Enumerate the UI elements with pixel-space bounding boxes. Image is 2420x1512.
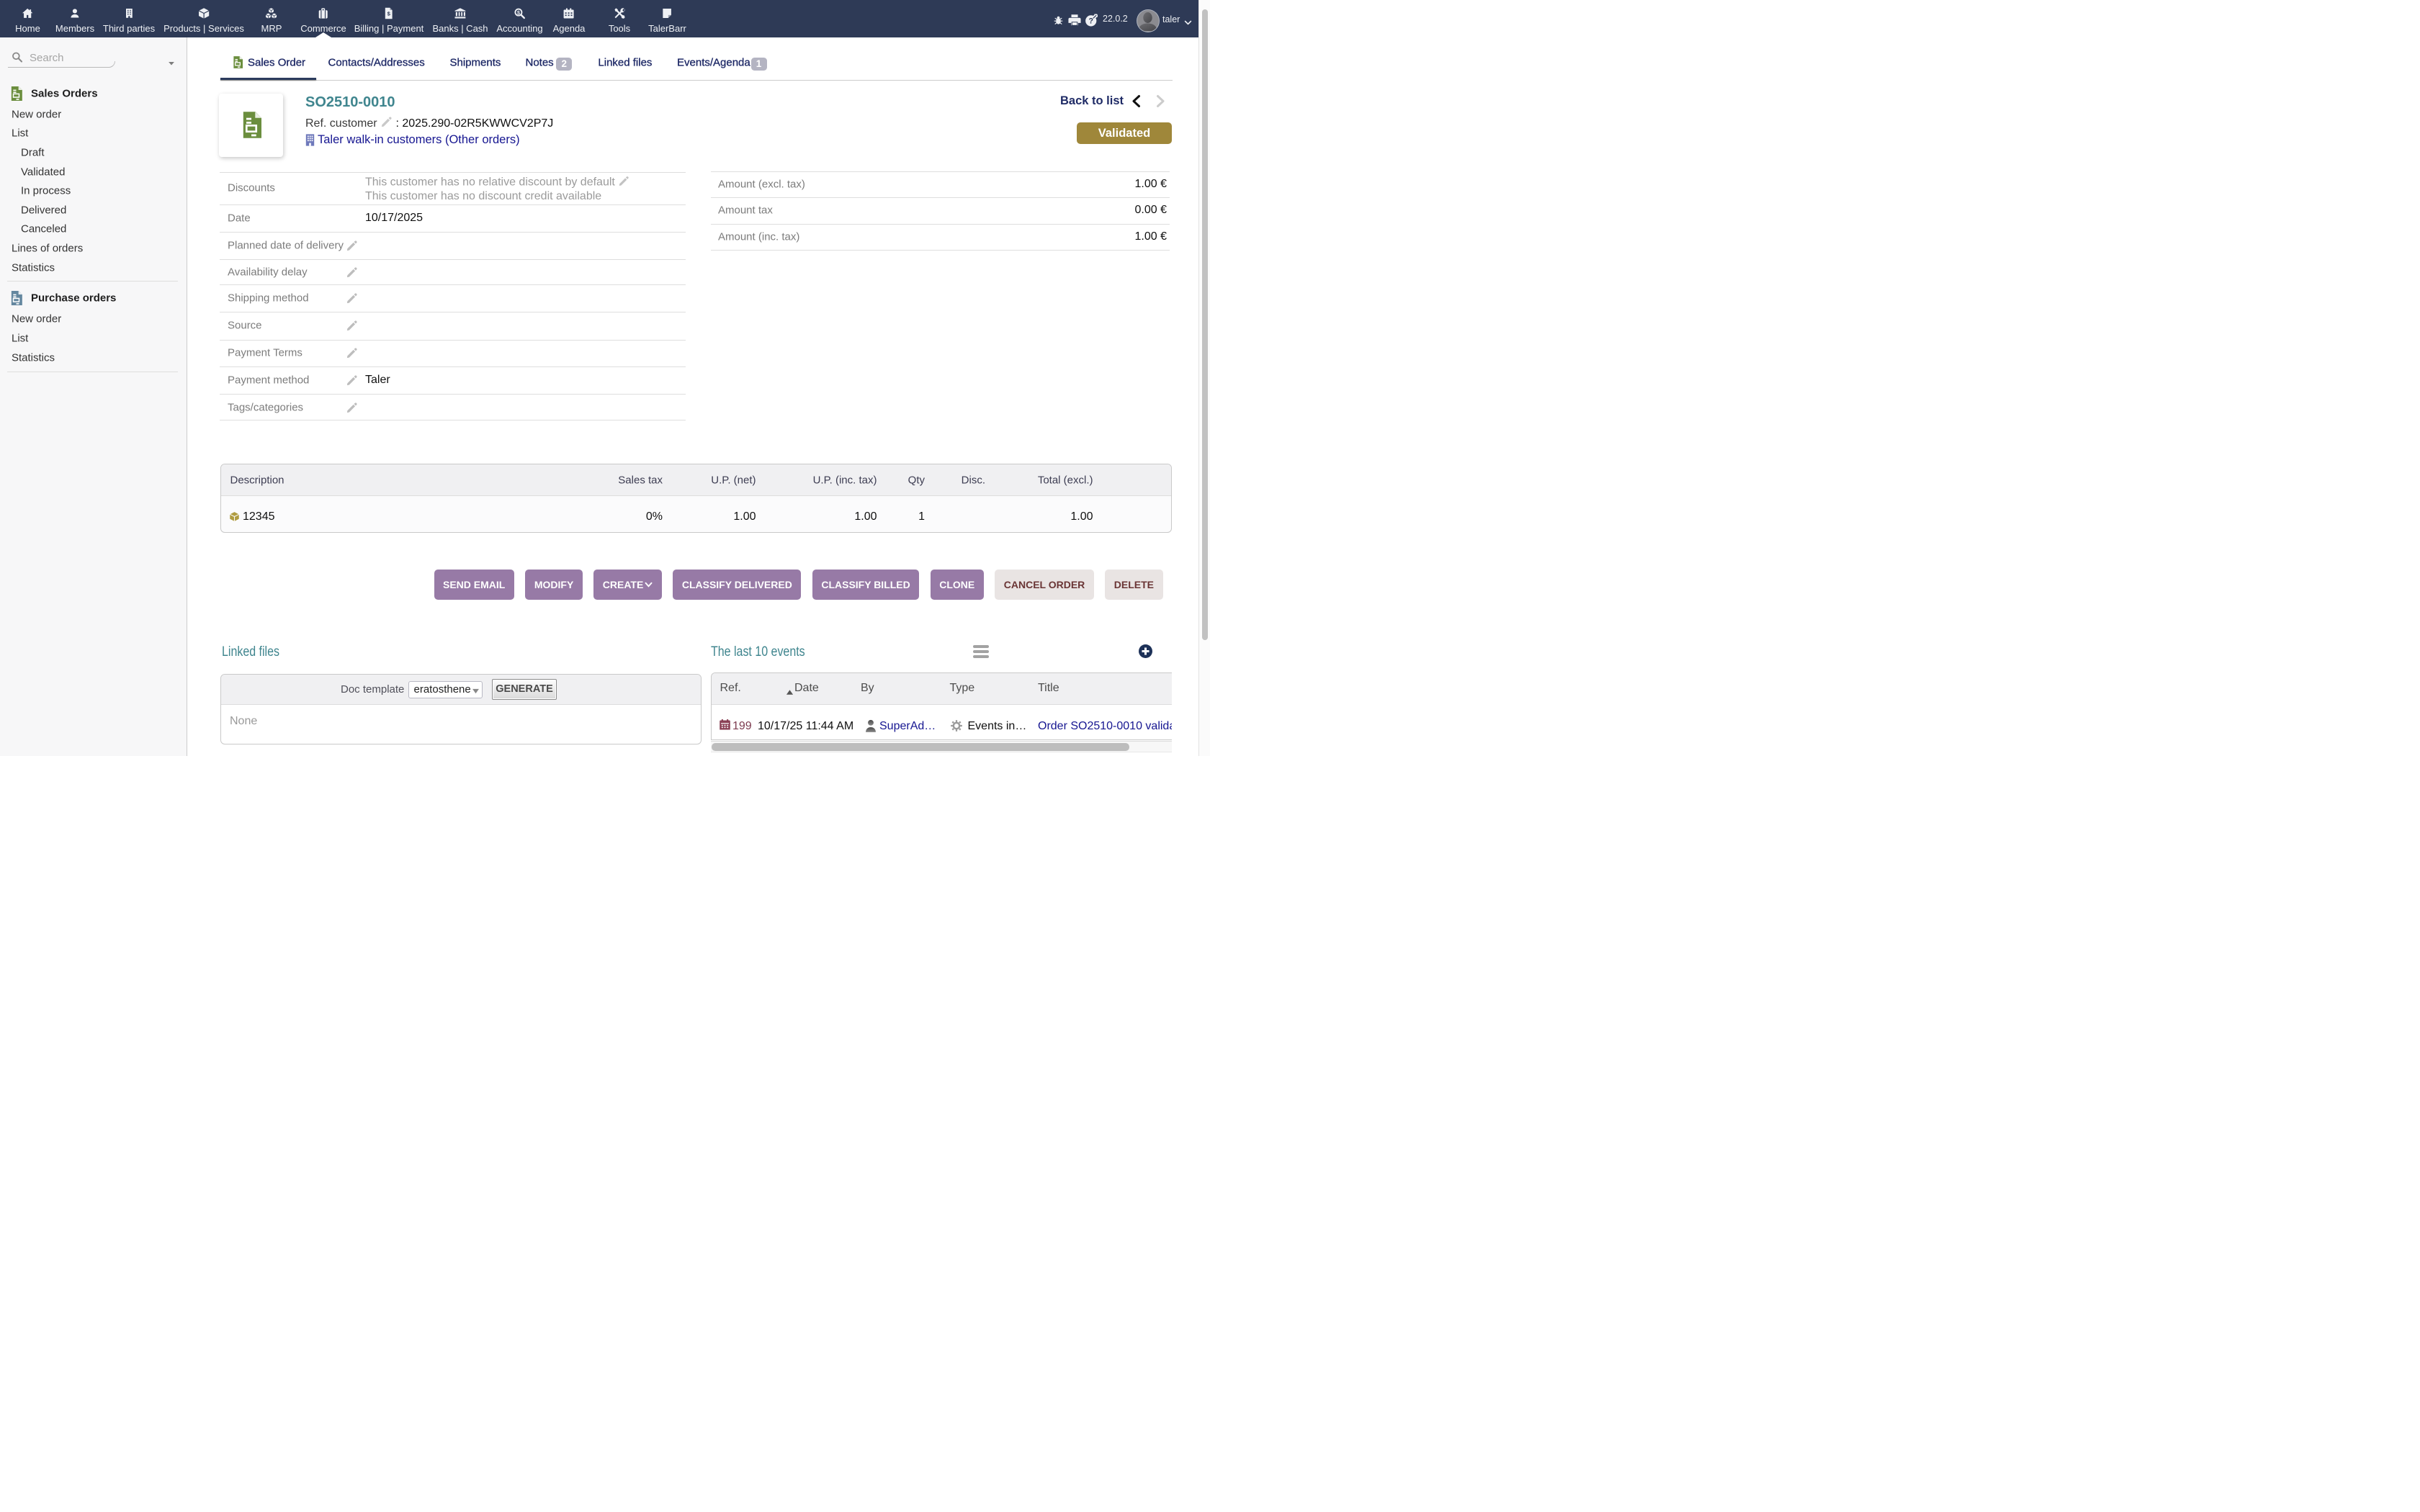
svg-text:$: $ bbox=[517, 9, 521, 15]
svg-text:?: ? bbox=[1088, 17, 1093, 25]
svg-text:$: $ bbox=[387, 10, 391, 17]
